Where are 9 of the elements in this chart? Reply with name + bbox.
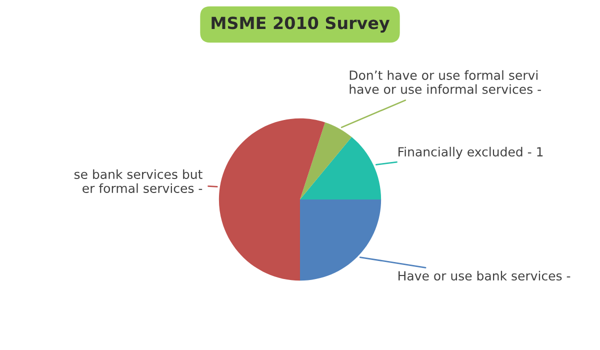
pie-slice: [218, 118, 326, 281]
slice-label: Financially excluded - 1: [398, 146, 543, 159]
slice-label: Have or use bank services -: [398, 270, 570, 281]
chart-title: MSME 2010 Survey: [212, 16, 390, 33]
slice-label: se bank services but er formal services -: [74, 169, 202, 193]
pie-slice: [300, 122, 352, 200]
pie-slice: [300, 137, 382, 200]
pie-slice: [300, 200, 382, 281]
slice-label: Don’t have or use formal servi have or use informal services -: [350, 70, 541, 94]
